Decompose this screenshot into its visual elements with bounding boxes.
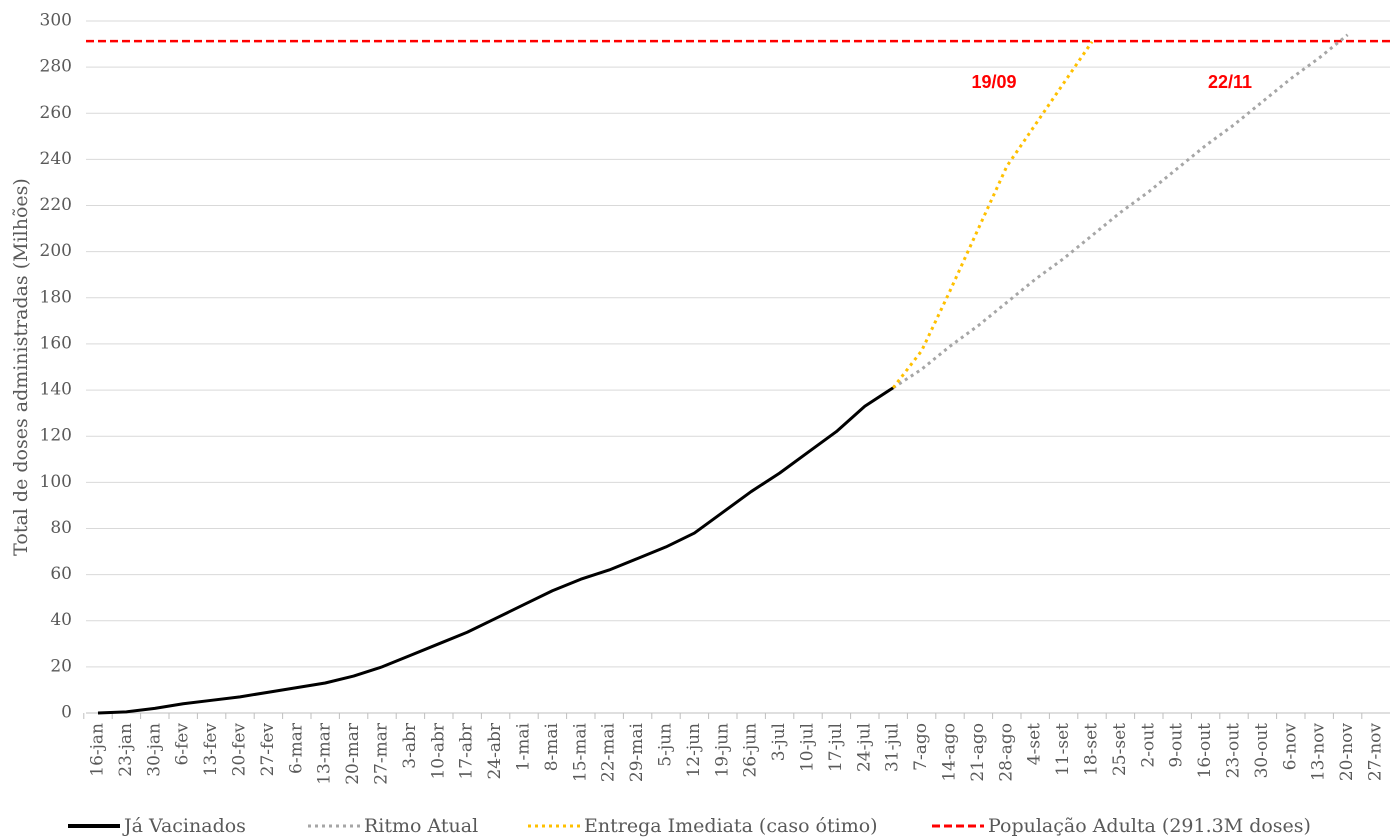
y-tick-label: 180 <box>40 287 72 307</box>
x-tick-label: 20-nov <box>1337 723 1357 782</box>
x-tick-label: 20-fev <box>230 723 250 777</box>
y-tick-label: 120 <box>40 426 72 446</box>
y-axis-title: Total de doses administradas (Milhões) <box>10 178 32 556</box>
y-tick-label: 160 <box>40 333 72 353</box>
x-tick-label: 15-mai <box>570 722 590 782</box>
y-tick-label: 200 <box>40 241 72 261</box>
x-tick-label: 9-out <box>1167 723 1187 768</box>
legend-label: Já Vacinados <box>122 815 246 837</box>
x-tick-label: 4-set <box>1025 723 1045 765</box>
x-tick-label: 18-set <box>1082 723 1102 776</box>
x-tick-label: 6-nov <box>1280 723 1300 771</box>
x-tick-label: 6-mar <box>286 722 306 774</box>
x-tick-label: 16-jan <box>88 723 108 777</box>
x-tick-label: 3-abr <box>400 722 420 769</box>
x-tick-label: 24-abr <box>485 722 505 779</box>
x-tick-label: 23-out <box>1224 723 1244 779</box>
x-tick-label: 23-jan <box>116 723 136 777</box>
legend-label: População Adulta (291.3M doses) <box>988 815 1311 837</box>
annotation: 22/11 <box>1208 72 1252 92</box>
x-tick-label: 13-fev <box>201 723 221 777</box>
y-tick-label: 60 <box>50 564 72 584</box>
x-tick-label: 27-nov <box>1366 723 1386 782</box>
x-tick-label: 27-mar <box>372 722 392 785</box>
x-tick-label: 30-out <box>1252 723 1272 779</box>
y-tick-label: 260 <box>40 103 72 123</box>
x-tick-label: 21-ago <box>968 723 988 782</box>
x-tick-label: 26-jun <box>741 723 761 778</box>
y-tick-label: 280 <box>40 57 72 77</box>
x-tick-label: 25-set <box>1110 723 1130 776</box>
x-tick-label: 17-jul <box>826 723 846 772</box>
y-tick-label: 300 <box>40 11 72 31</box>
series-line <box>97 386 895 715</box>
y-tick-label: 240 <box>40 149 72 169</box>
legend-label: Entrega Imediata (caso ótimo) <box>584 815 878 837</box>
x-tick-label: 1-mai <box>514 722 534 771</box>
y-tick-label: 0 <box>61 703 72 723</box>
y-tick-label: 140 <box>40 380 72 400</box>
series-line <box>892 33 1349 390</box>
x-tick-label: 13-mar <box>315 722 335 785</box>
x-tick-label: 12-jun <box>684 723 704 778</box>
x-tick-label: 10-abr <box>428 722 448 779</box>
x-tick-label: 5-jun <box>656 723 676 767</box>
y-tick-label: 40 <box>50 610 72 630</box>
x-tick-label: 7-ago <box>911 723 931 771</box>
x-tick-label: 19-jun <box>712 723 732 778</box>
x-tick-label: 27-fev <box>258 723 278 777</box>
x-tick-label: 30-jan <box>144 723 164 777</box>
y-tick-label: 100 <box>40 472 72 492</box>
x-tick-label: 8-mai <box>542 722 562 771</box>
annotation: 19/09 <box>971 72 1016 92</box>
x-tick-label: 31-jul <box>883 723 903 772</box>
x-tick-label: 13-nov <box>1309 723 1329 782</box>
x-tick-label: 11-set <box>1053 723 1073 776</box>
y-tick-label: 20 <box>50 656 72 676</box>
x-tick-label: 22-mai <box>599 722 619 782</box>
y-tick-label: 80 <box>50 518 72 538</box>
x-tick-label: 20-mar <box>343 722 363 785</box>
x-tick-label: 16-out <box>1195 723 1215 779</box>
x-tick-label: 14-ago <box>940 723 960 782</box>
x-tick-label: 6-fev <box>173 723 193 766</box>
x-tick-label: 24-jul <box>854 723 874 772</box>
legend-label: Ritmo Atual <box>364 815 478 837</box>
x-tick-label: 29-mai <box>627 722 647 782</box>
x-tick-label: 2-out <box>1138 723 1158 768</box>
series-line <box>892 40 1094 389</box>
x-tick-label: 28-ago <box>996 723 1016 782</box>
x-tick-label: 10-jul <box>798 723 818 772</box>
x-tick-label: 17-abr <box>457 722 477 779</box>
x-tick-label: 3-jul <box>769 723 789 761</box>
y-tick-label: 220 <box>40 195 72 215</box>
